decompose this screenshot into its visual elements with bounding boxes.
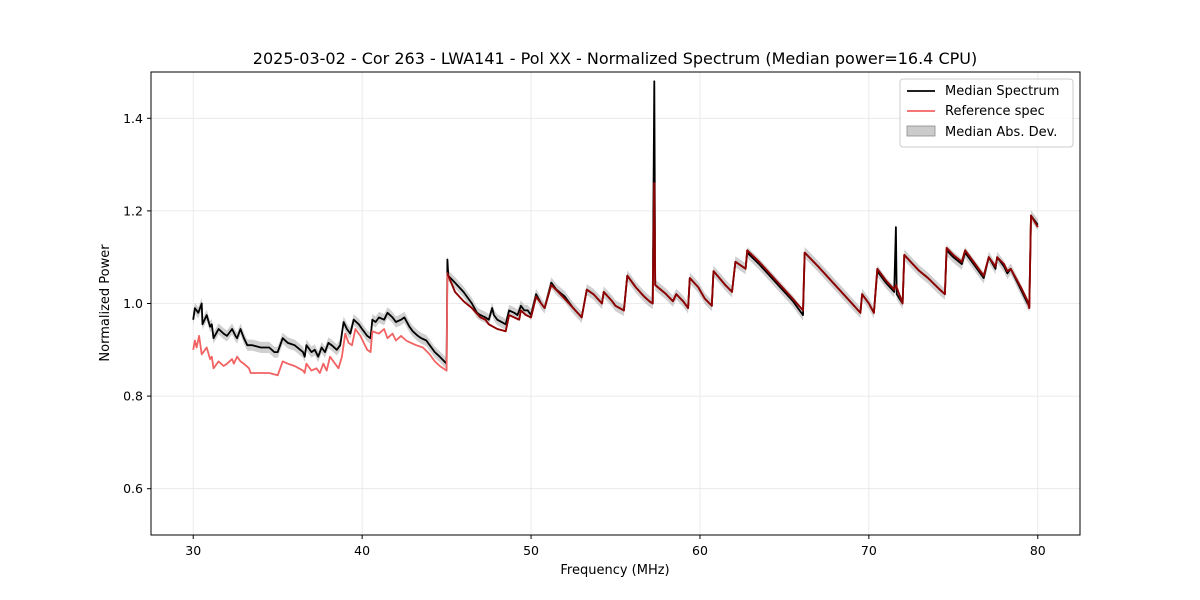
x-axis-label: Frequency (MHz) [560, 563, 669, 578]
x-tick-label: 70 [861, 543, 877, 558]
y-tick-label: 1.2 [123, 203, 143, 218]
median-spectrum-line [192, 80, 1039, 365]
legend-label-median: Median Spectrum [945, 84, 1059, 99]
y-axis-label: Normalized Power [98, 244, 113, 362]
x-tick-label: 60 [692, 543, 708, 558]
mad-band-layer [193, 75, 1038, 370]
series-layer [192, 80, 1039, 377]
legend-frame [899, 78, 1074, 148]
x-tick-label: 80 [1030, 543, 1046, 558]
y-tick-label: 0.8 [123, 389, 143, 404]
chart-title: 2025-03-02 - Cor 263 - LWA141 - Pol XX -… [253, 49, 977, 68]
x-axis: 30 40 50 60 70 80 [185, 535, 1046, 558]
legend-label-mad: Median Abs. Dev. [945, 125, 1057, 140]
y-tick-label: 0.6 [123, 481, 143, 496]
y-tick-label: 1.4 [123, 111, 143, 126]
y-tick-label: 1.0 [123, 296, 143, 311]
x-tick-label: 50 [523, 543, 539, 558]
legend: Median Spectrum Reference spec Median Ab… [899, 78, 1074, 148]
x-tick-label: 30 [185, 543, 201, 558]
y-axis: 0.6 0.8 1.0 1.2 1.4 [123, 111, 151, 496]
overlap-line [446, 182, 1039, 333]
x-tick-label: 40 [354, 543, 370, 558]
mad-band [193, 75, 1038, 370]
legend-label-reference: Reference spec [945, 104, 1045, 119]
legend-swatch-mad [906, 125, 936, 137]
